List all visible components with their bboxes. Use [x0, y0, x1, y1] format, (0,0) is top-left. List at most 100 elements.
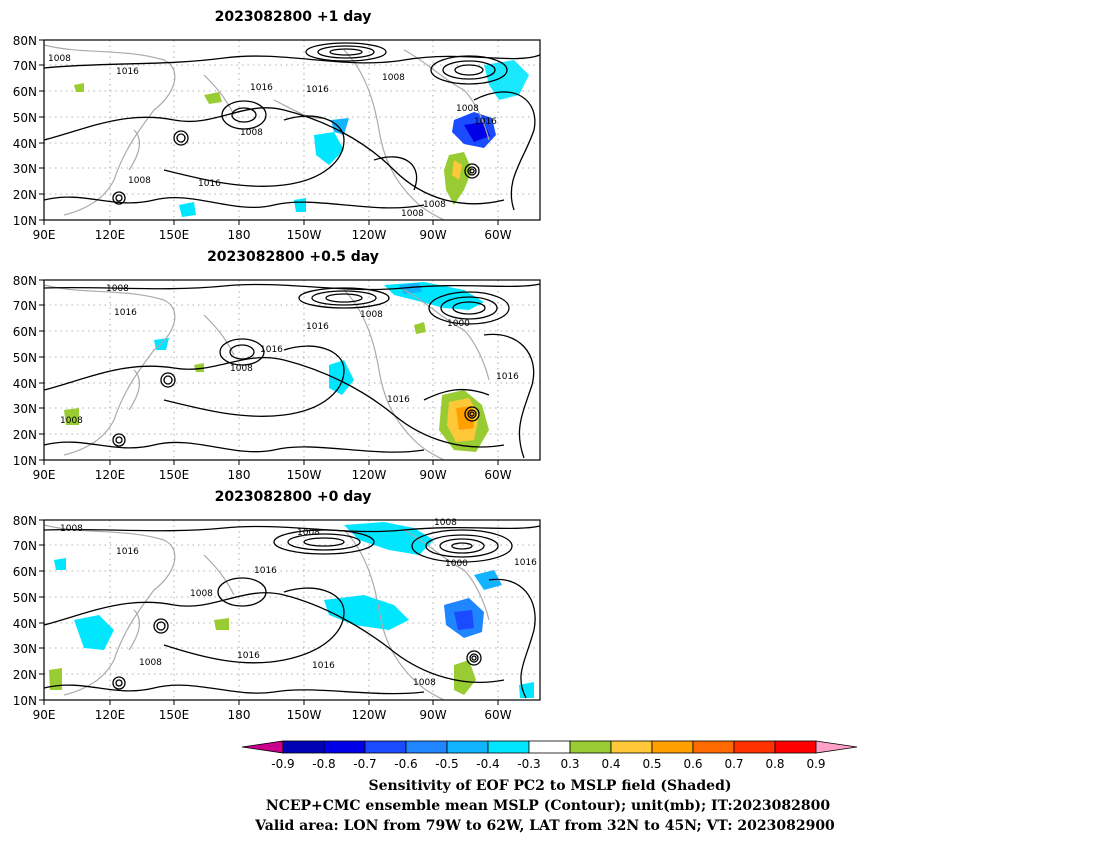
- lat-tick-label: 70N: [13, 539, 37, 553]
- colorbar-swatch: [405, 740, 448, 754]
- lon-tick-label: 90E: [33, 708, 56, 722]
- contour-label: 1008: [48, 54, 71, 64]
- lat-tick-label: 50N: [13, 591, 37, 605]
- map-frame: [43, 519, 541, 701]
- lat-tick-label: 80N: [13, 514, 37, 528]
- lat-tick-label: 60N: [13, 325, 37, 339]
- lon-tick-label: 150W: [287, 468, 322, 482]
- latitude-labels: 80N 70N 60N 50N 40N 30N 20N 10N: [13, 514, 37, 708]
- contour-label: 1016: [250, 83, 273, 93]
- colorbar-tick-label: 0.8: [765, 757, 784, 771]
- longitude-labels: 90E 120E 150E 180 150W 120W 90W 60W: [33, 468, 512, 482]
- contour-label: 1008: [360, 310, 383, 320]
- colorbar-low-triangle: [241, 740, 284, 754]
- contour-label: 1016: [116, 67, 139, 77]
- lat-tick-label: 50N: [13, 111, 37, 125]
- lon-tick-label: 150W: [287, 228, 322, 242]
- lon-tick-label: 60W: [484, 228, 511, 242]
- lon-tick-label: 150E: [159, 468, 190, 482]
- colorbar-swatch: [528, 740, 571, 754]
- mslp-contours: [43, 525, 541, 699]
- colorbar-swatch: [364, 740, 407, 754]
- colorbar-tick-label: -0.6: [394, 757, 417, 771]
- mslp-contours: [43, 42, 541, 211]
- lon-tick-label: 180: [228, 708, 251, 722]
- lat-tick-label: 70N: [13, 299, 37, 313]
- lat-tick-label: 30N: [13, 642, 37, 656]
- colorbar-labels: -0.9 -0.8 -0.7 -0.6 -0.5 -0.4 -0.3 0.3 0.4 0.5 0.6…: [271, 757, 825, 771]
- colorbar-swatch: [692, 740, 735, 754]
- contour-label: 1008: [413, 678, 436, 688]
- lon-tick-label: 90W: [419, 468, 446, 482]
- contour-label: 1008: [106, 284, 129, 294]
- contour-label: 1000: [445, 559, 468, 569]
- colorbar-swatch: [610, 740, 653, 754]
- panel-title: 2023082800 +0 day: [215, 489, 372, 505]
- lat-tick-label: 20N: [13, 668, 37, 682]
- graticule: [44, 280, 540, 460]
- axis-ticks: [39, 279, 499, 465]
- caption-line-1: Sensitivity of EOF PC2 to MSLP field (Sh…: [368, 778, 731, 794]
- caption: Sensitivity of EOF PC2 to MSLP field (Sh…: [254, 778, 835, 834]
- contour-label: 1008: [190, 589, 213, 599]
- lat-tick-label: 40N: [13, 617, 37, 631]
- contour-label: 1008: [128, 176, 151, 186]
- lat-tick-label: 20N: [13, 188, 37, 202]
- lat-tick-label: 10N: [13, 214, 37, 228]
- lat-tick-label: 10N: [13, 694, 37, 708]
- colorbar-tick-label: 0.6: [683, 757, 702, 771]
- map-frame: [43, 39, 541, 221]
- panel-title: 2023082800 +0.5 day: [207, 249, 379, 265]
- lon-tick-label: 90W: [419, 708, 446, 722]
- lon-tick-label: 180: [228, 468, 251, 482]
- lon-tick-label: 180: [228, 228, 251, 242]
- contour-labels: 1008 1016 1016 1016 1008 1008 1016 1008 …: [48, 54, 497, 219]
- colorbar-swatch: [774, 740, 817, 754]
- lat-tick-label: 70N: [13, 59, 37, 73]
- colorbar-boxes: [282, 740, 817, 754]
- colorbar-swatch: [446, 740, 489, 754]
- lat-tick-label: 10N: [13, 454, 37, 468]
- lat-tick-label: 60N: [13, 565, 37, 579]
- contour-label: 1016: [496, 372, 519, 382]
- lon-tick-label: 120E: [95, 708, 126, 722]
- colorbar-swatch: [282, 740, 325, 754]
- colorbar-swatch: [323, 740, 366, 754]
- caption-line-3: Valid area: LON from 79W to 62W, LAT fro…: [254, 818, 835, 834]
- contour-label: 1016: [116, 547, 139, 557]
- lon-tick-label: 90E: [33, 228, 56, 242]
- lat-tick-label: 40N: [13, 137, 37, 151]
- colorbar-high-triangle: [815, 740, 858, 754]
- contour-label: 1008: [456, 104, 479, 114]
- colorbar-tick-label: -0.9: [271, 757, 294, 771]
- lon-tick-label: 150E: [159, 228, 190, 242]
- lat-tick-label: 20N: [13, 428, 37, 442]
- lon-tick-label: 120E: [95, 468, 126, 482]
- lon-tick-label: 60W: [484, 708, 511, 722]
- lon-tick-label: 150E: [159, 708, 190, 722]
- contour-label: 1016: [114, 308, 137, 318]
- contour-label: 1008: [139, 658, 162, 668]
- contour-label: 1008: [230, 364, 253, 374]
- coastlines: [43, 524, 490, 701]
- longitude-labels: 90E 120E 150E 180 150W 120W 90W 60W: [33, 708, 512, 722]
- colorbar-swatch: [733, 740, 776, 754]
- contour-label: 1000: [447, 319, 470, 329]
- contour-labels: 1008 1016 1016 1016 1008 1008 1000 1016 …: [60, 284, 519, 426]
- map-frame: [43, 279, 541, 461]
- sensitivity-shading: [64, 282, 489, 452]
- contour-label: 1016: [237, 651, 260, 661]
- colorbar-tick-label: -0.8: [312, 757, 335, 771]
- contour-label: 1008: [297, 528, 320, 538]
- colorbar-tick-label: -0.5: [435, 757, 458, 771]
- contour-label: 1008: [434, 518, 457, 528]
- contour-label: 1016: [254, 566, 277, 576]
- caption-line-2: NCEP+CMC ensemble mean MSLP (Contour); u…: [266, 798, 830, 814]
- colorbar-tick-label: 0.7: [724, 757, 743, 771]
- contour-label: 1016: [306, 322, 329, 332]
- lat-tick-label: 30N: [13, 162, 37, 176]
- contour-label: 1016: [387, 395, 410, 405]
- contour-label: 1016: [260, 345, 283, 355]
- contour-label: 1016: [198, 179, 221, 189]
